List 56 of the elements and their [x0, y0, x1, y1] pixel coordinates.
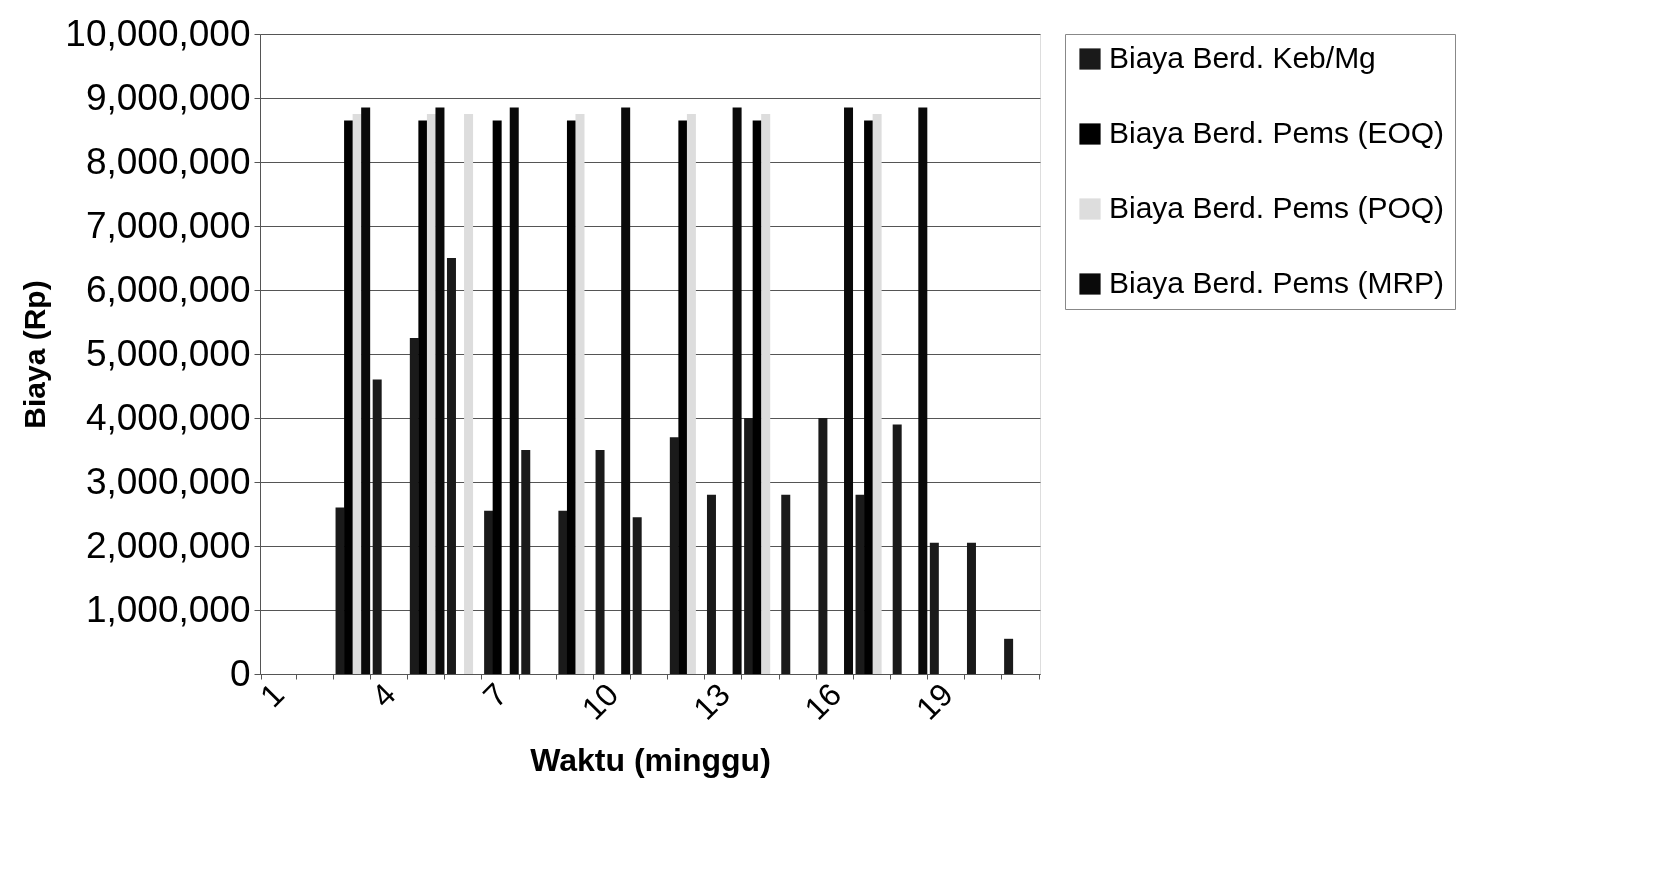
bar	[509, 107, 519, 674]
bar	[761, 114, 771, 674]
y-tick-label: 9,000,000	[85, 76, 251, 118]
bar	[864, 120, 874, 674]
bar	[492, 120, 502, 674]
bar	[361, 107, 371, 674]
bar	[1004, 638, 1014, 674]
bar	[818, 418, 828, 674]
x-tick-label: 10	[574, 676, 626, 727]
y-tick-label: 6,000,000	[85, 268, 251, 310]
bar	[418, 120, 428, 674]
legend-label: Biaya Berd. Pems (POQ)	[1109, 191, 1445, 224]
x-axis-title: Waktu (minggu)	[530, 741, 771, 778]
y-tick-label: 2,000,000	[85, 524, 251, 566]
bar	[435, 107, 445, 674]
bar	[595, 450, 605, 674]
bar	[872, 114, 882, 674]
y-tick-label: 3,000,000	[85, 460, 251, 502]
y-tick-label: 5,000,000	[85, 332, 251, 374]
bar	[344, 120, 354, 674]
bar	[844, 107, 854, 674]
x-tick-label: 13	[686, 676, 737, 727]
bar	[446, 258, 456, 674]
x-tick-label: 1	[253, 676, 292, 715]
legend-label: Biaya Berd. Keb/Mg	[1109, 41, 1376, 74]
y-tick-label: 1,000,000	[85, 588, 251, 630]
bar	[744, 418, 754, 674]
y-tick-label: 10,000,000	[65, 12, 251, 54]
bar	[686, 114, 696, 674]
bar	[372, 379, 382, 674]
legend-label: Biaya Berd. Pems (MRP)	[1109, 266, 1445, 299]
y-axis-title: Biaya (Rp)	[18, 280, 52, 429]
bar	[732, 107, 742, 674]
x-tick-label: 4	[364, 676, 403, 715]
bar	[632, 517, 642, 674]
bar	[621, 107, 631, 674]
y-tick-label: 8,000,000	[85, 140, 251, 182]
bar	[521, 450, 531, 674]
x-tick-label: 16	[797, 676, 849, 727]
bar	[575, 114, 585, 674]
bar	[558, 510, 568, 674]
bar	[929, 542, 939, 674]
bar	[706, 494, 716, 674]
bar	[678, 120, 688, 674]
y-tick-label: 4,000,000	[85, 396, 251, 438]
legend-label: Biaya Berd. Pems (EOQ)	[1109, 116, 1445, 149]
bar	[484, 510, 494, 674]
bar	[781, 494, 791, 674]
y-tick-label: 7,000,000	[85, 204, 251, 246]
bar	[892, 424, 902, 674]
x-tick-label: 7	[475, 676, 514, 715]
y-tick-label: 0	[229, 652, 251, 694]
bar	[918, 107, 928, 674]
bar	[464, 114, 474, 674]
bar	[966, 542, 976, 674]
x-tick-label: 19	[909, 676, 960, 727]
